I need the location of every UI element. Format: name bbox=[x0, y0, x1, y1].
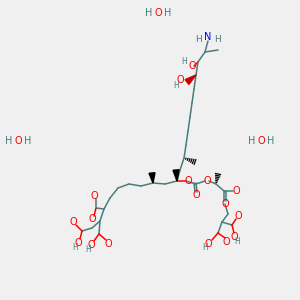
Text: O: O bbox=[234, 211, 242, 221]
Text: O: O bbox=[74, 238, 82, 248]
Text: H: H bbox=[24, 136, 32, 146]
Text: O: O bbox=[69, 217, 77, 227]
Text: H: H bbox=[248, 136, 255, 146]
Text: O: O bbox=[154, 8, 162, 18]
Text: O: O bbox=[184, 176, 192, 186]
Text: O: O bbox=[221, 199, 229, 209]
Text: O: O bbox=[104, 239, 112, 249]
Text: H: H bbox=[214, 35, 221, 44]
Text: H: H bbox=[202, 244, 208, 253]
Text: H: H bbox=[173, 80, 179, 89]
Text: H: H bbox=[267, 136, 274, 146]
Text: H: H bbox=[234, 236, 240, 245]
Text: H: H bbox=[195, 35, 202, 44]
Polygon shape bbox=[149, 173, 155, 183]
Text: O: O bbox=[232, 186, 240, 196]
Text: O: O bbox=[14, 136, 22, 146]
Text: O: O bbox=[188, 61, 196, 71]
Text: H: H bbox=[85, 244, 91, 253]
Text: N: N bbox=[204, 32, 212, 42]
Text: H: H bbox=[181, 58, 187, 67]
Text: H: H bbox=[72, 242, 78, 251]
Polygon shape bbox=[173, 170, 179, 181]
Text: O: O bbox=[230, 232, 238, 242]
Text: O: O bbox=[176, 75, 184, 85]
Text: O: O bbox=[222, 237, 230, 247]
Text: O: O bbox=[203, 176, 211, 186]
Text: O: O bbox=[87, 240, 95, 250]
Text: O: O bbox=[257, 136, 265, 146]
Text: O: O bbox=[88, 214, 96, 224]
Text: H: H bbox=[145, 8, 152, 18]
Text: H: H bbox=[164, 8, 171, 18]
Text: O: O bbox=[204, 239, 212, 249]
Text: O: O bbox=[90, 191, 98, 201]
Text: H: H bbox=[4, 136, 12, 146]
Polygon shape bbox=[185, 75, 196, 84]
Text: O: O bbox=[192, 190, 200, 200]
